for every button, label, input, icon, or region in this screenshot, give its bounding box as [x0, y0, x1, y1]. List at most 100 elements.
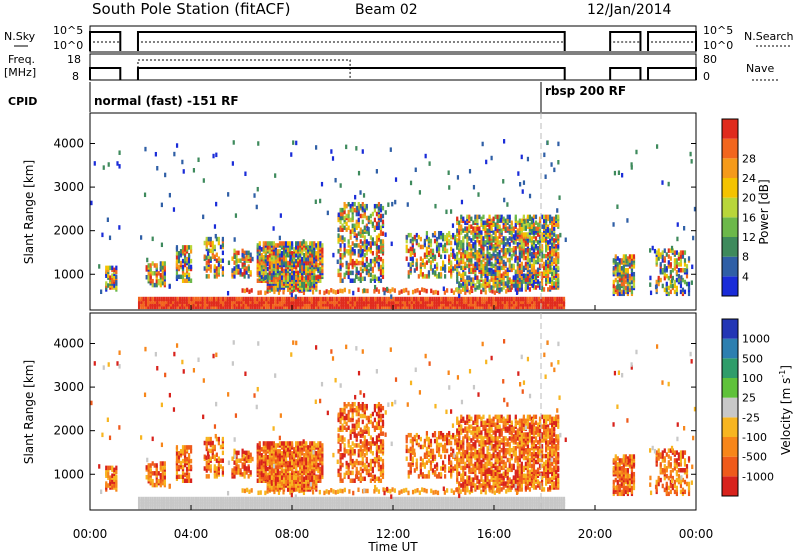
velocity-cell: [224, 504, 227, 510]
power-cell: [305, 268, 308, 274]
velocity-cell: [503, 504, 507, 510]
power-cell: [510, 296, 513, 302]
power-cell: [187, 299, 191, 304]
velocity-cell: [422, 502, 425, 507]
power-cell: [306, 302, 309, 307]
power-cell: [244, 171, 247, 177]
velocity-cell: [487, 504, 491, 510]
power-cell: [444, 264, 447, 269]
velocity-cell: [544, 502, 547, 507]
power-cell: [251, 256, 254, 262]
velocity-cell: [390, 496, 393, 502]
velocity-cell: [372, 504, 375, 510]
power-cell: [504, 247, 507, 253]
power-cell: [421, 272, 424, 277]
power-cell: [512, 304, 516, 310]
power-cell: [157, 271, 160, 276]
power-cell: [453, 253, 456, 258]
velocity-cell: [447, 496, 450, 502]
power-cell: [456, 302, 459, 307]
power-cell: [513, 235, 516, 241]
velocity-cell: [524, 502, 527, 507]
power-cell: [487, 299, 491, 304]
power-cell: [181, 264, 185, 270]
power-cell: [357, 170, 361, 176]
power-cell: [665, 252, 668, 257]
velocity-cell: [302, 490, 306, 496]
power-cell: [342, 304, 345, 310]
velocity-cell: [485, 496, 488, 502]
power-cell: [462, 216, 465, 222]
power-cell: [337, 299, 341, 304]
power-cell: [268, 256, 271, 262]
power-cell: [233, 302, 236, 307]
power-cell: [533, 302, 536, 307]
power-cell: [378, 302, 382, 307]
power-cell: [524, 225, 527, 231]
velocity-cell: [351, 499, 354, 504]
power-cell: [508, 285, 511, 290]
power-cell: [536, 240, 540, 245]
velocity-cell: [287, 496, 291, 502]
power-cell: [415, 304, 418, 310]
power-cell: [480, 259, 483, 265]
velocity-cell: [424, 499, 427, 504]
power-cell: [488, 259, 491, 265]
power-cell: [358, 299, 361, 304]
velocity-cell: [262, 499, 266, 504]
velocity-cell: [327, 490, 331, 495]
power-cell: [504, 218, 507, 224]
velocity-cell: [497, 502, 500, 507]
power-cell: [433, 296, 436, 302]
power-cell: [538, 251, 542, 257]
power-cell: [371, 211, 374, 217]
velocity-cell: [469, 502, 472, 507]
power-cell: [558, 302, 561, 307]
power-cell: [456, 228, 459, 233]
power-cell: [290, 152, 293, 157]
velocity-cell: [199, 496, 202, 502]
power-cell: [677, 277, 681, 283]
power-cell: [493, 290, 496, 295]
velocity-cell: [187, 464, 191, 470]
velocity-cell: [267, 504, 270, 510]
velocity-cell: [510, 499, 513, 504]
power-cell: [534, 269, 538, 275]
power-cell: [244, 304, 247, 310]
power-cell: [310, 304, 313, 310]
velocity-cell: [185, 466, 189, 472]
power-cell: [383, 299, 386, 304]
velocity-cell: [217, 504, 220, 510]
power-cell: [371, 258, 374, 264]
power-cell: [295, 140, 298, 146]
power-cell: [540, 232, 544, 237]
power-cell: [379, 239, 383, 244]
power-cell: [310, 302, 313, 307]
power-cell: [314, 199, 317, 205]
power-cell: [232, 140, 235, 145]
power-cell: [190, 299, 193, 304]
power-cell: [343, 201, 346, 207]
power-cell: [485, 304, 488, 310]
power-cell: [381, 302, 384, 307]
velocity-cell: [349, 499, 352, 504]
power-cell: [514, 222, 517, 227]
power-cell: [480, 283, 483, 288]
velocity-cell: [167, 496, 170, 502]
velocity-cell: [257, 490, 260, 496]
power-cell: [553, 304, 557, 310]
power-cell: [233, 266, 236, 271]
power-cell: [657, 281, 660, 287]
velocity-cell: [137, 504, 141, 510]
power-cell: [681, 250, 685, 255]
velocity-cell: [201, 496, 204, 502]
power-cell: [532, 247, 536, 253]
velocity-cell: [111, 465, 114, 471]
power-cell: [286, 247, 290, 252]
velocity-cell: [187, 504, 191, 510]
velocity-cell: [440, 496, 443, 502]
velocity-cell: [394, 496, 397, 502]
power-cell: [488, 283, 491, 288]
power-cell: [433, 302, 436, 307]
power-cell: [337, 227, 340, 232]
